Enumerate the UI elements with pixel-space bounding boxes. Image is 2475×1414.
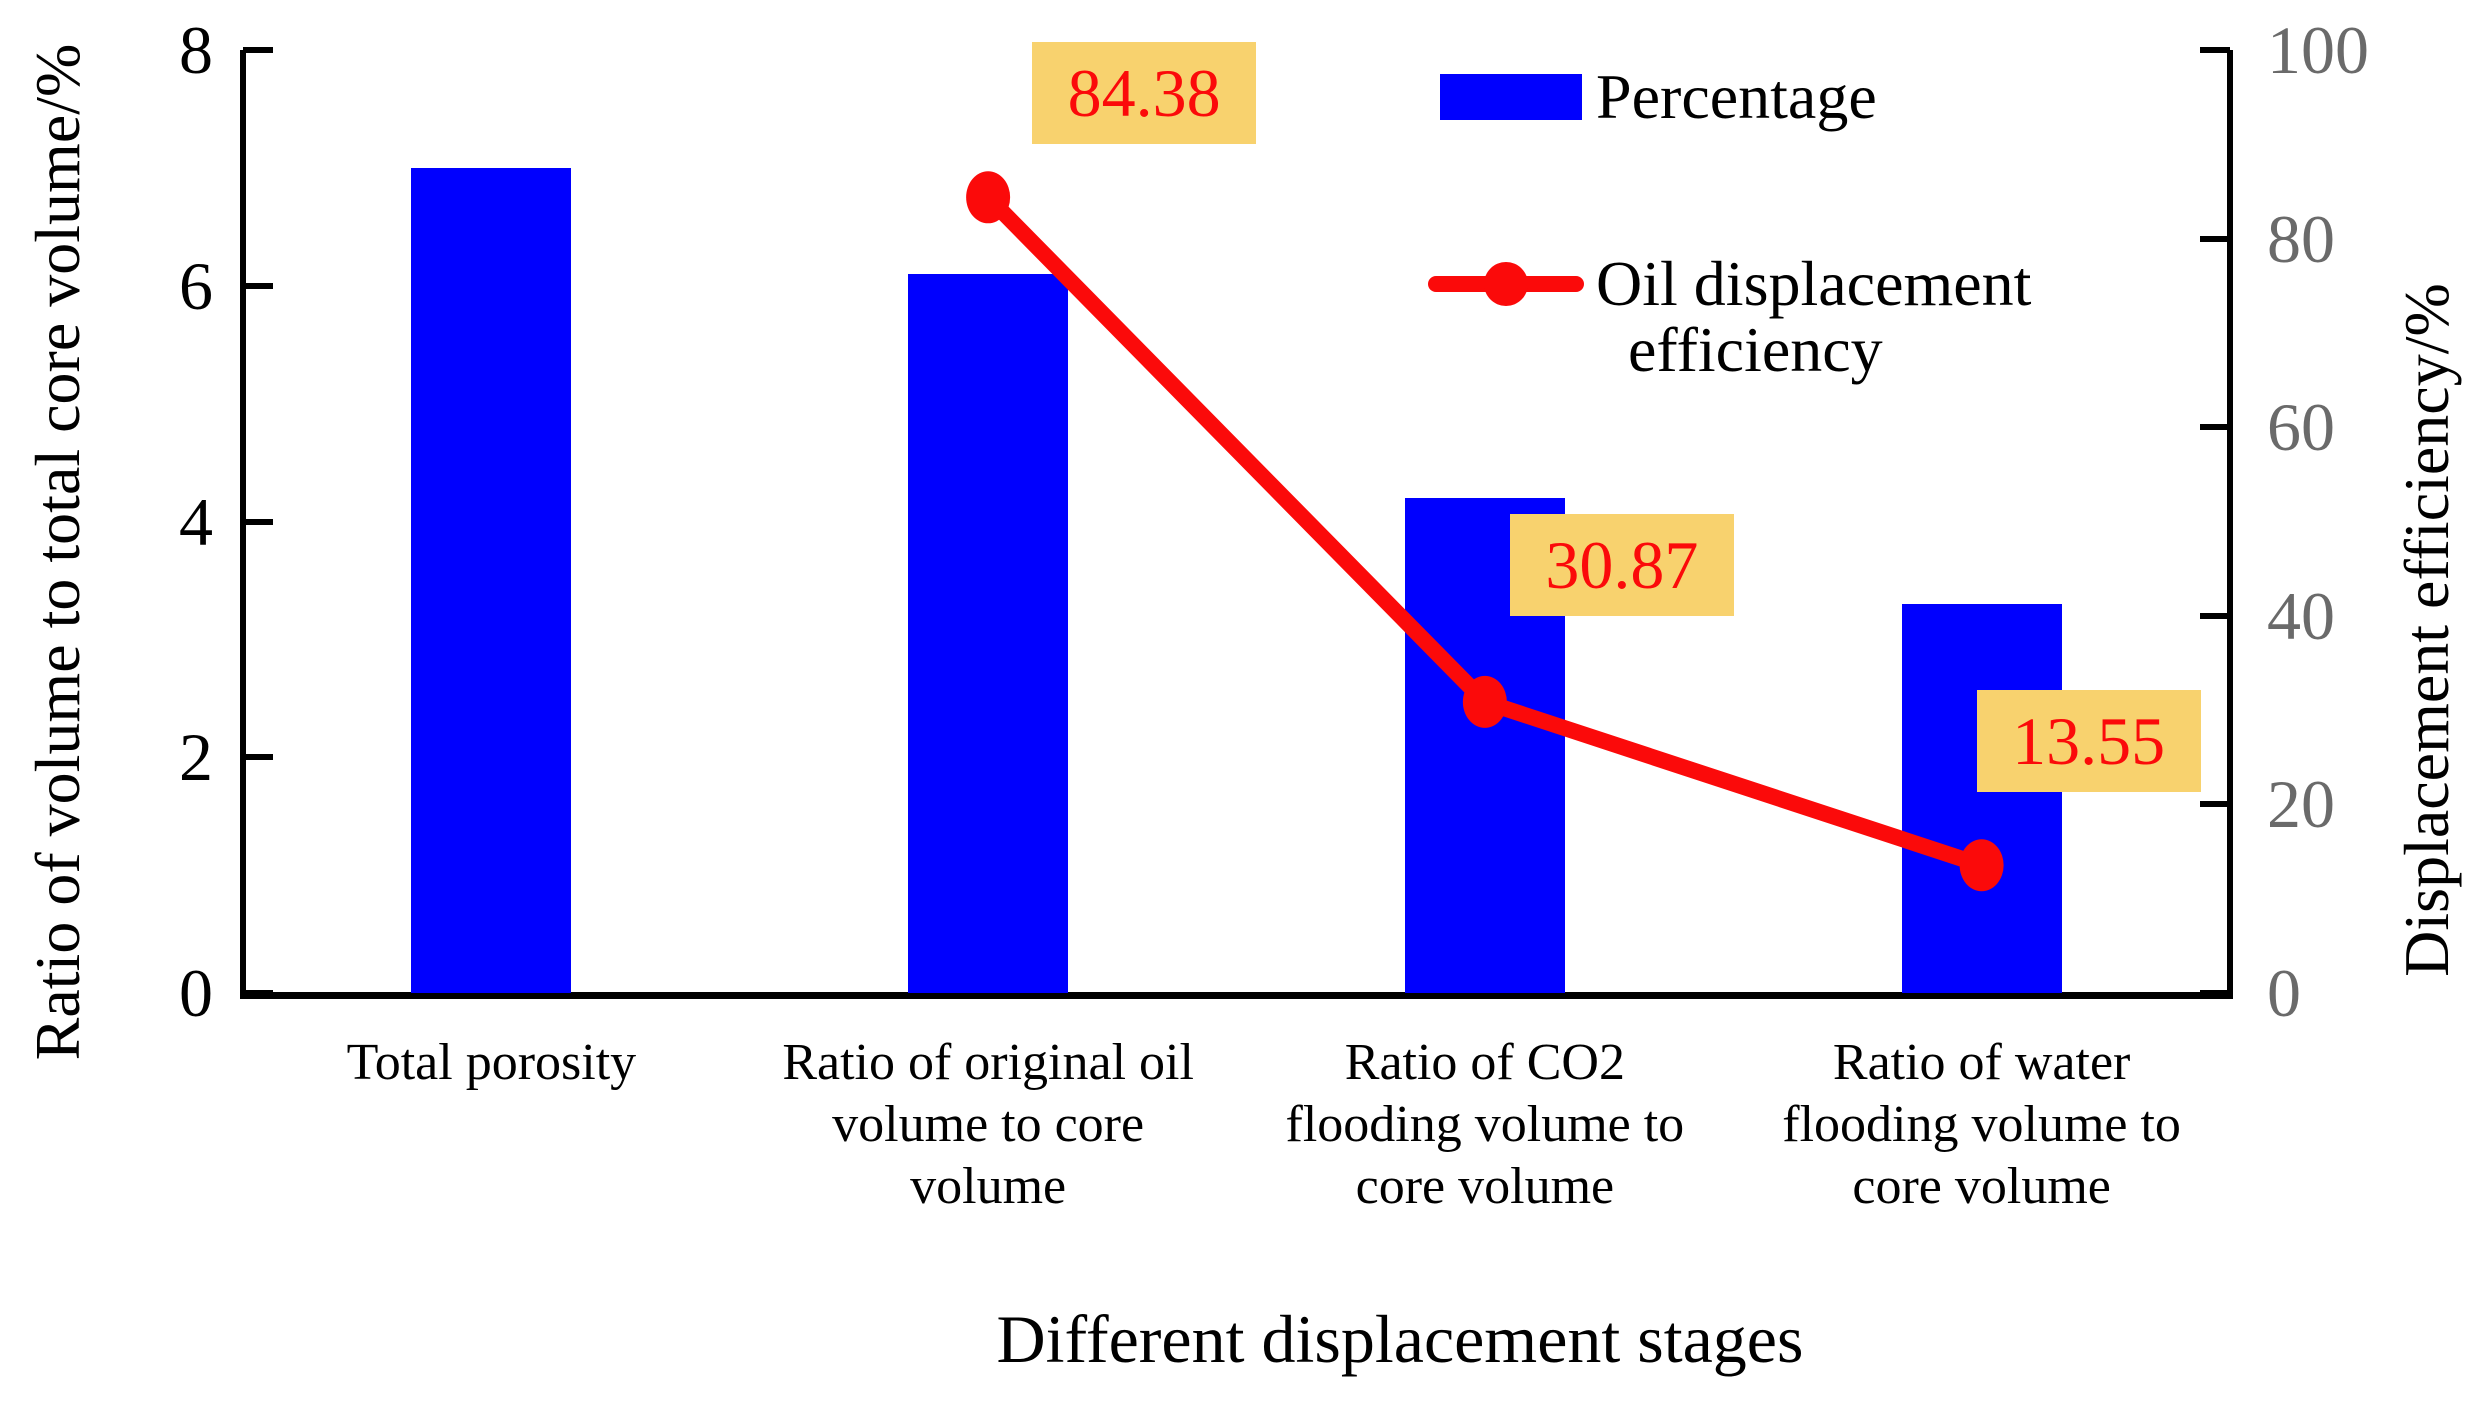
point-label-30.87: 30.87 [1509, 513, 1734, 616]
y-axis-spine-right [2227, 50, 2233, 999]
x-tick-label-4: Ratio of water flooding volume to core vol… [1682, 1032, 2282, 1218]
x-tick-label-line: volume to core [832, 1096, 1145, 1153]
point-label-13.55: 13.55 [1976, 690, 2201, 793]
y-tick-left [243, 754, 273, 761]
x-tick-label-line: flooding volume to [1782, 1096, 2181, 1153]
x-axis-label: Different displacement stages [996, 1301, 1804, 1377]
y-tick-label-left: 4 [179, 483, 213, 560]
y-axis-spine-left [240, 50, 246, 999]
x-tick-label-2: Ratio of original oil volume to core volum… [688, 1032, 1288, 1218]
x-tick-label-3: Ratio of CO2 flooding volume to core volum… [1185, 1032, 1785, 1218]
y-tick-label-right: 40 [2267, 577, 2335, 654]
y-tick-label-right: 20 [2267, 766, 2335, 843]
y-tick-right [2200, 801, 2230, 808]
y-tick-label-right: 60 [2267, 389, 2335, 466]
y-tick-right [2200, 612, 2230, 619]
y-tick-label-right: 100 [2267, 12, 2369, 88]
x-tick-label-line: Ratio of water [1832, 1034, 2131, 1091]
x-tick-label-line: Ratio of CO2 [1344, 1034, 1625, 1091]
y-tick-right [2200, 424, 2230, 431]
y-tick-label-left: 2 [179, 719, 213, 796]
y-tick-right [2200, 990, 2230, 996]
efficiency-marker-1 [966, 171, 1011, 224]
y-tick-left [243, 518, 273, 525]
bar-1 [411, 167, 572, 993]
legend-label-percentage: Percentage [1596, 61, 1877, 132]
point-label-84.38: 84.38 [1032, 42, 1257, 145]
legend-bar-swatch [1440, 74, 1582, 120]
x-tick-label-1: Total porosity [191, 1032, 791, 1094]
x-tick-label-line: volume [910, 1158, 1067, 1215]
x-tick-label-line: core volume [1355, 1158, 1615, 1215]
plot-area: 0 2 4 6 8 0 20 40 60 80 100 84.38 30.87 13.55 Total po… [179, 16, 2369, 1215]
y-tick-label-left: 8 [179, 12, 213, 88]
x-tick-label-line: core volume [1852, 1158, 2111, 1215]
y-tick-label-right: 80 [2267, 200, 2335, 277]
x-tick-label-line: Total porosity [346, 1034, 637, 1091]
x-axis-spine [240, 992, 2233, 999]
bar-4 [1901, 604, 2062, 993]
y-tick-right [2200, 235, 2230, 242]
y-tick-label-left: 6 [179, 247, 213, 324]
y-tick-left [243, 282, 273, 289]
x-tick-label-line: flooding volume to [1285, 1096, 1685, 1153]
y-tick-right [2200, 47, 2230, 53]
y-tick-label-left: 0 [179, 955, 213, 1031]
x-tick-label-line: Ratio of original oil [782, 1034, 1194, 1091]
y-tick-label-right: 0 [2267, 955, 2301, 1031]
y-tick-left [243, 47, 273, 53]
y-axis-label-right-text: Displacement efficiency/% [2391, 283, 2462, 977]
bar-2 [908, 273, 1069, 993]
y-tick-left [243, 990, 273, 996]
